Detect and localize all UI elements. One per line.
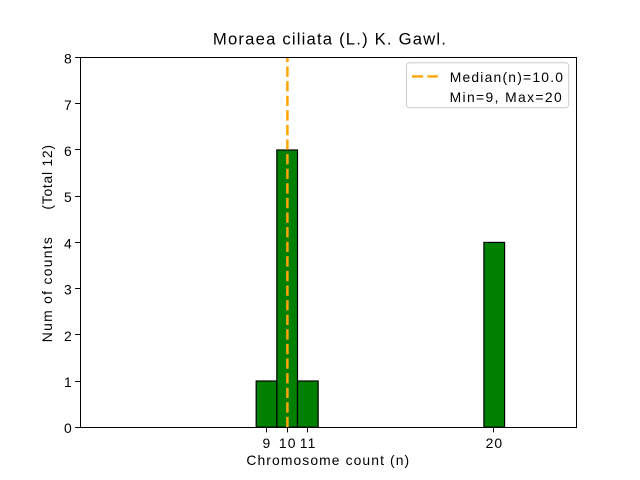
svg-text:Moraea ciliata (L.) K. Gawl.: Moraea ciliata (L.) K. Gawl.: [213, 30, 447, 49]
svg-text:2: 2: [64, 328, 72, 344]
svg-text:6: 6: [64, 143, 72, 159]
svg-text:Num of counts: Num of counts: [39, 236, 55, 342]
svg-text:10: 10: [279, 435, 297, 451]
svg-text:Min=9, Max=20: Min=9, Max=20: [450, 89, 563, 105]
svg-text:11: 11: [300, 435, 317, 451]
svg-text:5: 5: [64, 189, 72, 205]
svg-text:Chromosome count (n): Chromosome count (n): [246, 452, 410, 468]
svg-text:4: 4: [64, 235, 72, 251]
svg-text:9: 9: [263, 435, 271, 451]
svg-text:(Total 12): (Total 12): [39, 144, 55, 209]
svg-text:1: 1: [64, 374, 72, 390]
svg-text:20: 20: [486, 435, 504, 451]
svg-text:Median(n)=10.0: Median(n)=10.0: [450, 69, 565, 85]
svg-text:7: 7: [64, 97, 72, 113]
svg-text:0: 0: [64, 420, 72, 436]
svg-text:3: 3: [64, 282, 72, 298]
svg-text:8: 8: [64, 51, 72, 67]
